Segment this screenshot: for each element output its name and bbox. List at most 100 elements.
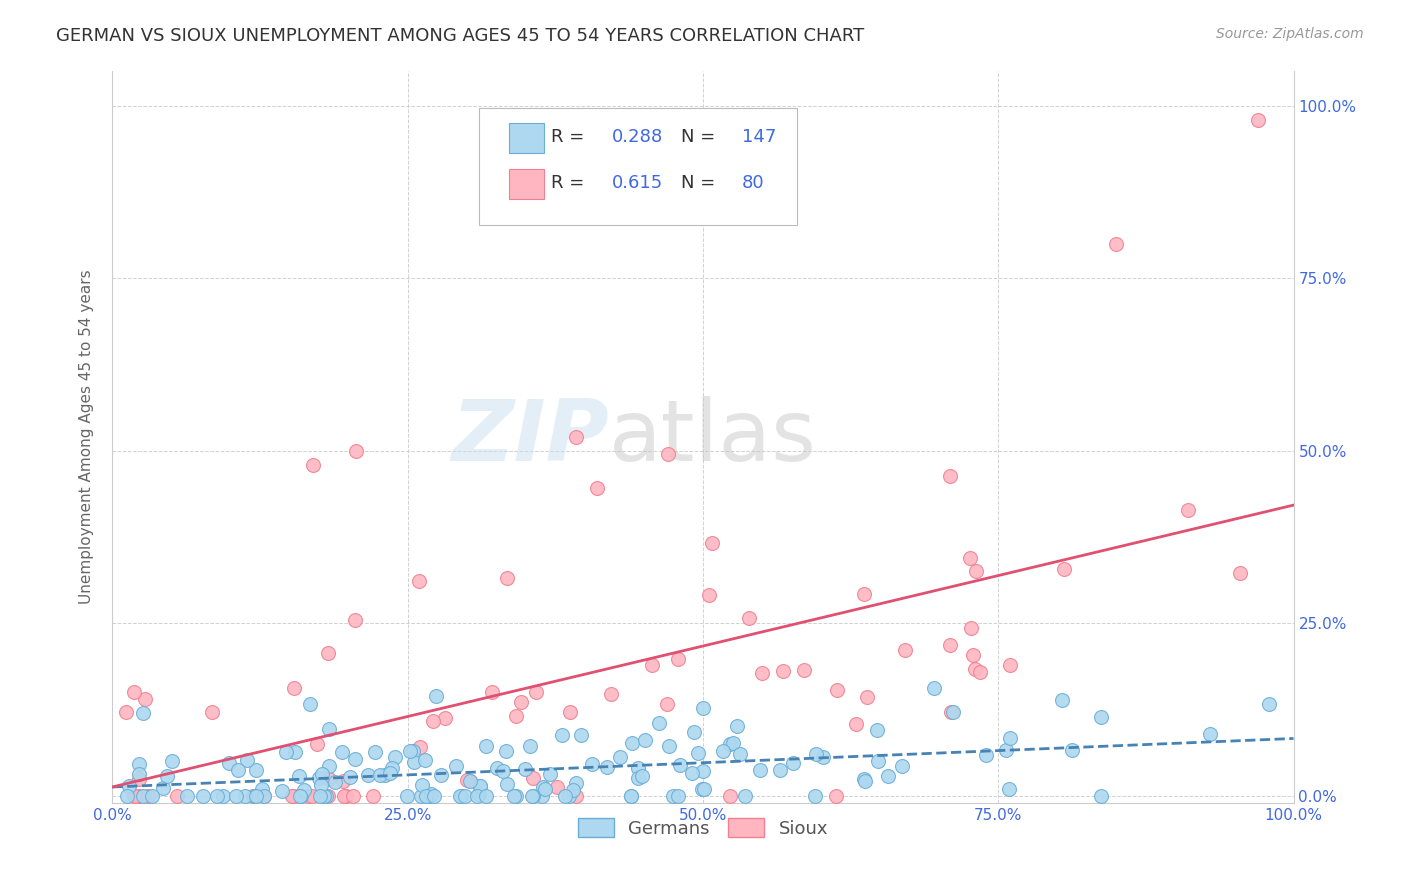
Point [274,745,297,759]
Point [114,705,136,719]
Point [423,789,446,803]
Point [718,789,741,803]
Point [474,739,496,753]
Point [218,756,240,770]
Point [681,765,703,780]
Point [700,536,723,550]
Point [253,789,276,803]
Point [627,761,650,775]
Point [683,725,706,739]
Point [994,743,1017,757]
Point [938,639,960,653]
Point [998,781,1021,796]
Text: N =: N = [681,128,720,146]
Point [853,586,876,600]
Point [565,776,588,790]
Point [690,781,713,796]
Point [1247,112,1270,127]
Point [404,755,426,769]
Point [384,749,406,764]
FancyBboxPatch shape [478,108,797,225]
Point [496,777,519,791]
Point [245,789,267,803]
Point [505,708,527,723]
Text: atlas: atlas [609,395,817,479]
Point [332,773,354,788]
Point [734,789,756,803]
Point [648,716,671,731]
Point [560,705,582,719]
Point [288,789,311,803]
Point [450,789,472,803]
Point [853,773,876,788]
Point [235,754,257,768]
Point [309,778,332,792]
Text: ZIP: ZIP [451,395,609,479]
Point [284,745,307,759]
Point [311,767,333,781]
Point [495,744,517,758]
Point [465,789,488,803]
Point [546,780,568,794]
Point [524,685,547,699]
Point [378,765,401,780]
Point [1258,697,1281,711]
Point [481,685,503,699]
Point [565,789,588,803]
Point [941,705,963,719]
Point [399,743,422,757]
Point [749,763,772,777]
Point [522,789,544,803]
Point [330,745,353,759]
Point [1199,727,1222,741]
Point [571,728,593,742]
Point [131,789,153,803]
Point [1000,658,1022,673]
Point [309,789,332,803]
Point [118,780,141,794]
Point [361,789,384,803]
Point [456,773,478,788]
Point [357,767,380,781]
Point [298,697,321,711]
Point [166,789,188,803]
Point [458,774,481,789]
Point [425,689,447,703]
Point [697,588,720,602]
Point [250,781,273,796]
Point [1000,731,1022,745]
Point [301,789,323,803]
Point [332,789,354,803]
Point [658,739,681,753]
Point [287,789,309,803]
Point [242,789,264,803]
Point [510,695,533,709]
Point [344,443,367,458]
Y-axis label: Unemployment Among Ages 45 to 54 years: Unemployment Among Ages 45 to 54 years [79,269,94,605]
Point [669,758,692,772]
Point [468,779,491,793]
Point [811,749,834,764]
Point [486,761,509,775]
Point [225,789,247,803]
Text: GERMAN VS SIOUX UNEMPLOYMENT AMONG AGES 45 TO 54 YEARS CORRELATION CHART: GERMAN VS SIOUX UNEMPLOYMENT AMONG AGES … [56,27,865,45]
Point [686,746,709,760]
Point [769,764,792,778]
Point [408,574,430,588]
Point [283,681,305,696]
Point [288,769,311,783]
Point [205,789,228,803]
Point [520,789,543,803]
Point [128,766,150,780]
Point [513,762,536,776]
Point [128,756,150,771]
Text: N =: N = [681,174,720,193]
Point [467,787,489,801]
Point [245,764,267,778]
Point [969,665,991,680]
Point [554,789,576,803]
Point [152,780,174,795]
Point [444,759,467,773]
Point [558,789,581,803]
Point [657,698,679,712]
